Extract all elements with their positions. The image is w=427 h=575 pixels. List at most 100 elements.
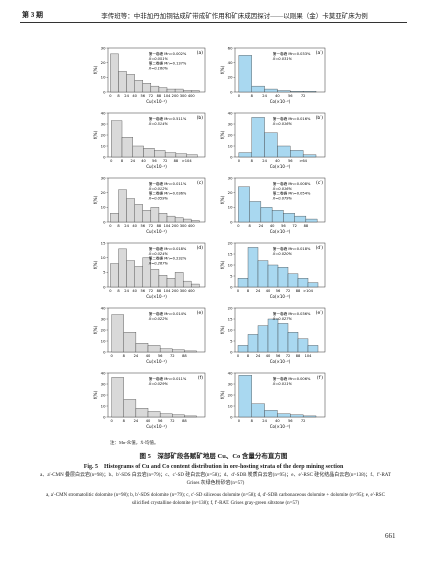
- bar: [297, 338, 309, 353]
- bar: [271, 210, 284, 223]
- y-tick-label: 40: [101, 305, 106, 310]
- x-axis-title: Co(×10⁻²): [270, 229, 291, 234]
- bar: [123, 332, 137, 353]
- y-tick-label: 20: [228, 190, 233, 195]
- bar: [238, 375, 252, 418]
- y-tick-label: 40: [101, 110, 106, 115]
- bar: [147, 345, 161, 353]
- x-tick-label: 24: [259, 224, 264, 228]
- y-tick-label: 0: [103, 89, 106, 94]
- bar: [184, 350, 197, 353]
- running-title: 李传班等：中非加丹加铜钴成矿带成矿作用和矿床成因探讨——以刚果（金）卡莫亚矿床为…: [101, 13, 368, 20]
- x-tick-label: 104: [164, 94, 172, 98]
- y-tick-label: 0: [230, 219, 233, 224]
- caption-cn: a、a′-CMN 叠层白云岩(n=98)；b、b′-SDS 白云岩(n=79)；…: [40, 473, 391, 486]
- x-tick-label: 72: [170, 354, 175, 358]
- bar: [150, 85, 160, 93]
- bar: [294, 215, 307, 223]
- bar: [126, 198, 135, 223]
- x-tick-label: 72: [301, 419, 306, 423]
- x-tick-label: 0: [238, 159, 241, 163]
- y-tick-label: 30: [101, 316, 106, 321]
- bar: [191, 220, 200, 223]
- bar: [305, 218, 318, 223]
- legend-entry: 第一卷峰 Mn=0.011%: [149, 376, 187, 381]
- y-tick-label: 15: [228, 251, 233, 256]
- bar: [183, 280, 192, 288]
- panel-label: (d): [197, 245, 204, 251]
- x-tick-label: 88: [296, 354, 301, 358]
- x-tick-label: 0: [110, 159, 113, 163]
- x-tick-label: 72: [292, 224, 297, 228]
- x-tick-label: 40: [266, 289, 271, 293]
- legend-entry: X̄=0.016%: [272, 186, 293, 191]
- x-tick-label: 8: [123, 419, 126, 423]
- x-tick-label: 40: [146, 354, 151, 358]
- legend-entry: 第一卷峰 Mn=0.008%: [273, 181, 311, 186]
- x-tick-label: >64: [299, 159, 307, 163]
- bar: [267, 318, 279, 353]
- bar: [260, 207, 273, 223]
- header-rule: [20, 22, 407, 23]
- x-tick-label: 40: [275, 419, 280, 423]
- x-tick-label: 72: [149, 224, 154, 228]
- bar: [251, 85, 265, 93]
- bar: [184, 415, 197, 418]
- legend-entry: X̄=0.016%: [272, 121, 293, 126]
- bar: [175, 153, 187, 158]
- bar: [183, 218, 192, 223]
- y-axis-title: f(%): [93, 260, 98, 269]
- y-tick-label: 40: [228, 370, 233, 375]
- x-tick-label: 40: [266, 354, 271, 358]
- bar: [264, 132, 278, 158]
- legend-entry: 第一卷峰 Mn=0.002%: [149, 51, 187, 56]
- bar: [290, 150, 304, 158]
- y-tick-label: 20: [228, 305, 233, 310]
- bar: [159, 348, 173, 353]
- bar: [302, 415, 317, 418]
- x-tick-label: 8: [251, 159, 254, 163]
- x-tick-label: 24: [124, 94, 129, 98]
- bar: [166, 88, 176, 93]
- bar: [237, 278, 249, 288]
- bar: [164, 152, 177, 158]
- legend-entry: X̄=0.059%: [148, 196, 169, 201]
- x-tick-label: 72: [286, 354, 291, 358]
- legend-entry: 第一卷峰 Mn=0.011%: [149, 181, 187, 186]
- y-tick-label: 20: [101, 190, 106, 195]
- x-tick-label: 0: [109, 94, 112, 98]
- x-tick-label: 0: [109, 289, 112, 293]
- y-tick-label: 0: [103, 284, 106, 289]
- y-tick-label: 10: [228, 143, 233, 148]
- y-axis-title: f(%): [220, 130, 225, 139]
- y-axis-title: f(%): [220, 260, 225, 269]
- y-tick-label: 10: [101, 205, 106, 210]
- y-axis-title: f(%): [93, 130, 98, 139]
- x-tick-label: 24: [262, 419, 267, 423]
- x-axis-title: Co(×10⁻²): [270, 99, 291, 104]
- y-tick-label: 60: [228, 45, 233, 50]
- bar: [247, 334, 259, 353]
- y-tick-label: 5: [230, 273, 233, 278]
- x-axis-title: Co(×10⁻²): [270, 359, 291, 364]
- x-tick-label: 56: [158, 419, 163, 423]
- page-number: 661: [385, 532, 396, 540]
- bar: [154, 150, 166, 158]
- bar: [158, 275, 168, 288]
- x-tick-label: 8: [248, 224, 251, 228]
- legend-entry: X̄=0.029%: [148, 381, 169, 386]
- y-axis-title: f(%): [93, 195, 98, 204]
- bar: [111, 120, 123, 158]
- bar: [290, 414, 304, 418]
- y-tick-label: 0: [103, 349, 106, 354]
- y-tick-label: 20: [101, 132, 106, 137]
- x-tick-label: 56: [140, 224, 145, 228]
- x-tick-label: 88: [296, 289, 301, 293]
- x-tick-label: 56: [288, 159, 293, 163]
- y-axis-title: f(%): [93, 390, 98, 399]
- bar: [277, 323, 289, 353]
- panel-label: (b′): [316, 115, 324, 121]
- x-tick-label: 88: [304, 224, 309, 228]
- y-tick-label: 20: [228, 132, 233, 137]
- bar: [191, 90, 200, 93]
